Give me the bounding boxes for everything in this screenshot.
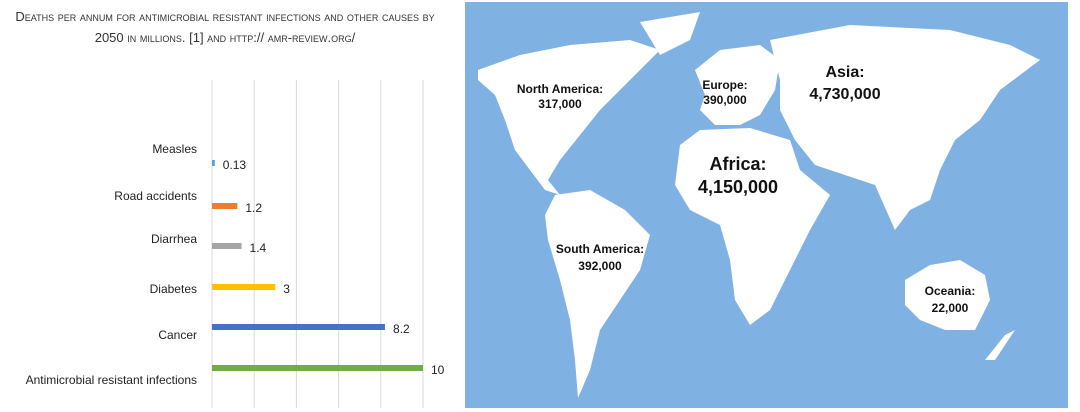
region-name: Europe: — [702, 78, 747, 92]
y-tick-label: Cancer — [158, 328, 197, 342]
region-name: North America: — [517, 82, 603, 96]
value-label: 3 — [283, 282, 290, 296]
y-tick-label: Diarrhea — [151, 232, 197, 246]
australia-shape — [905, 260, 990, 330]
y-tick-label: Measles — [152, 142, 197, 156]
region-name: Africa: — [709, 154, 766, 174]
value-label: 1.4 — [250, 241, 267, 255]
value-label: 1.2 — [245, 201, 262, 215]
bar — [212, 203, 238, 209]
chart-title: Deaths per annum for antimicrobial resis… — [15, 9, 435, 45]
region-name: Asia: — [825, 64, 864, 81]
region-value: 317,000 — [538, 97, 582, 111]
region-name: South America: — [556, 242, 644, 256]
region-value: 392,000 — [578, 259, 622, 273]
asia-shape — [770, 25, 1040, 230]
bar — [212, 324, 386, 330]
y-tick-label: Antimicrobial resistant infections — [26, 373, 197, 387]
y-tick-label: Road accidents — [114, 189, 197, 203]
greenland-shape — [640, 12, 700, 55]
south-america-shape — [545, 190, 650, 398]
region-value: 4,730,000 — [809, 86, 880, 103]
continents — [478, 12, 1040, 398]
bar — [212, 243, 242, 249]
value-label: 10 — [431, 363, 445, 377]
bar — [212, 160, 215, 166]
europe-shape — [695, 45, 780, 125]
value-label: 8.2 — [393, 322, 410, 336]
north-america-shape — [478, 40, 660, 195]
africa-shape — [675, 128, 830, 325]
new-zealand-shape — [985, 330, 1015, 360]
region-value: 390,000 — [703, 93, 747, 107]
y-tick-label: Diabetes — [150, 282, 197, 296]
bar — [212, 284, 276, 290]
region-value: 22,000 — [932, 301, 969, 315]
bar — [212, 365, 423, 371]
region-name: Oceania: — [925, 284, 976, 298]
value-label: 0.13 — [223, 158, 247, 172]
region-value: 4,150,000 — [698, 177, 778, 197]
